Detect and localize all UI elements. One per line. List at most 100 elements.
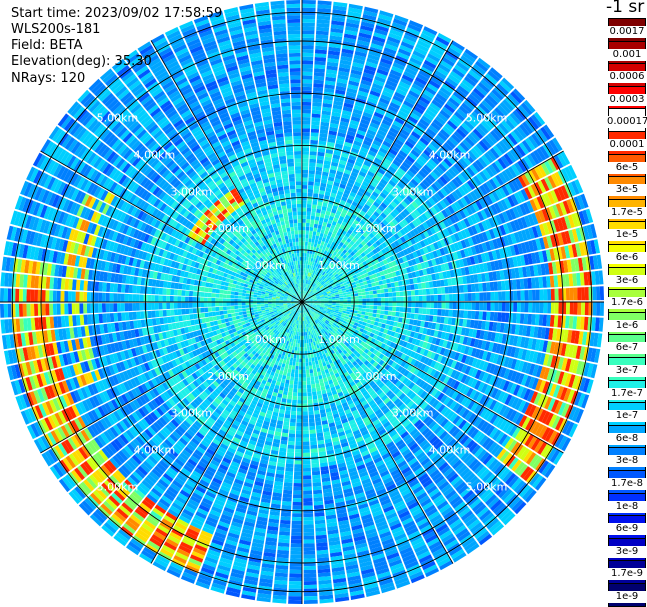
range-gate-cell	[381, 355, 388, 362]
range-gate-cell	[310, 265, 314, 270]
range-gate-cell	[464, 228, 471, 238]
range-gate-cell	[410, 178, 419, 187]
range-gate-cell	[320, 179, 328, 184]
range-gate-cell	[406, 239, 413, 247]
range-gate-cell	[549, 275, 555, 288]
range-gate-cell	[409, 331, 415, 338]
range-gate-cell	[302, 222, 306, 227]
range-gate-cell	[426, 350, 433, 358]
range-gate-cell	[422, 268, 428, 276]
range-gate-cell	[342, 259, 347, 264]
range-gate-cell	[302, 445, 310, 450]
range-gate-cell	[574, 330, 580, 344]
range-gate-cell	[386, 223, 393, 231]
range-gate-cell	[473, 338, 480, 348]
range-gate-cell	[316, 428, 323, 434]
range-gate-cell	[447, 168, 457, 178]
range-gate-cell	[567, 214, 575, 228]
range-gate-cell	[289, 566, 302, 570]
range-gate-cell	[548, 328, 554, 340]
range-gate-cell	[322, 267, 327, 272]
range-gate-cell	[413, 368, 420, 376]
range-gate-cell	[313, 290, 318, 293]
range-gate-cell	[356, 191, 364, 197]
range-gate-cell	[365, 267, 371, 273]
range-gate-cell	[506, 222, 514, 233]
range-gate-cell	[366, 298, 370, 302]
range-gate-cell	[514, 267, 520, 279]
range-gate-cell	[506, 115, 518, 128]
range-gate-cell	[535, 225, 543, 237]
range-gate-cell	[414, 187, 422, 196]
range-gate-cell	[304, 291, 306, 295]
range-gate-cell	[366, 219, 373, 226]
range-gate-cell	[374, 28, 388, 36]
range-gate-cell	[470, 131, 481, 142]
range-gate-cell	[309, 298, 313, 300]
range-gate-cell	[547, 175, 557, 189]
range-gate-cell	[372, 349, 378, 355]
range-gate-cell	[318, 256, 322, 261]
range-gate-cell	[323, 307, 328, 310]
range-gate-cell	[491, 109, 503, 122]
range-gate-cell	[478, 198, 487, 209]
range-gate-cell	[439, 175, 448, 185]
range-gate-cell	[317, 264, 321, 269]
range-gate-cell	[490, 261, 496, 271]
range-gate-cell	[308, 238, 312, 243]
range-gate-cell	[334, 243, 339, 248]
range-gate-cell	[480, 79, 493, 91]
range-gate-cell	[279, 527, 291, 532]
range-gate-cell	[384, 364, 391, 371]
range-gate-cell	[358, 200, 366, 207]
range-gate-cell	[462, 258, 468, 267]
range-gate-cell	[593, 239, 600, 254]
range-gate-cell	[420, 66, 433, 76]
range-gate-cell	[341, 196, 348, 202]
range-gate-cell	[511, 459, 522, 472]
range-gate-cell	[316, 287, 321, 291]
range-gate-cell	[524, 215, 532, 228]
range-gate-cell	[364, 284, 369, 289]
range-gate-cell	[332, 303, 336, 306]
range-gate-cell	[343, 306, 348, 309]
range-gate-cell	[303, 467, 311, 472]
range-gate-cell	[305, 358, 309, 363]
range-gate-cell	[565, 288, 570, 301]
range-gate-cell	[332, 265, 337, 270]
range-gate-cell	[531, 338, 537, 350]
range-gate-cell	[503, 356, 510, 368]
range-gate-cell	[339, 305, 344, 309]
range-gate-cell	[299, 328, 301, 333]
range-gate-cell	[315, 294, 320, 297]
range-gate-cell	[389, 102, 401, 110]
range-gate-cell	[291, 524, 302, 529]
range-gate-cell	[513, 232, 521, 243]
range-gate-cell	[349, 175, 357, 181]
range-gate-cell	[360, 79, 372, 87]
range-gate-cell	[386, 340, 392, 346]
range-gate-cell	[518, 415, 528, 428]
range-gate-cell	[498, 140, 509, 153]
range-gate-cell	[546, 368, 554, 381]
range-gate-cell	[566, 259, 573, 273]
range-gate-cell	[287, 395, 293, 400]
range-gate-cell	[305, 298, 309, 301]
range-gate-cell	[374, 339, 380, 345]
range-gate-cell	[302, 52, 314, 57]
range-gate-cell	[328, 303, 333, 305]
range-gate-cell	[519, 254, 526, 266]
range-gate-cell	[470, 402, 479, 412]
range-gate-cell	[493, 446, 504, 458]
range-gate-cell	[421, 254, 428, 262]
range-gate-cell	[541, 427, 551, 441]
range-gate-cell	[479, 421, 489, 432]
range-gate-cell	[394, 363, 401, 371]
range-gate-cell	[389, 320, 395, 326]
range-gate-cell	[302, 196, 307, 201]
range-gate-cell	[325, 226, 330, 232]
range-gate-cell	[511, 324, 516, 335]
range-gate-cell	[543, 445, 554, 459]
range-gate-cell	[350, 251, 355, 257]
range-gate-cell	[380, 178, 388, 186]
